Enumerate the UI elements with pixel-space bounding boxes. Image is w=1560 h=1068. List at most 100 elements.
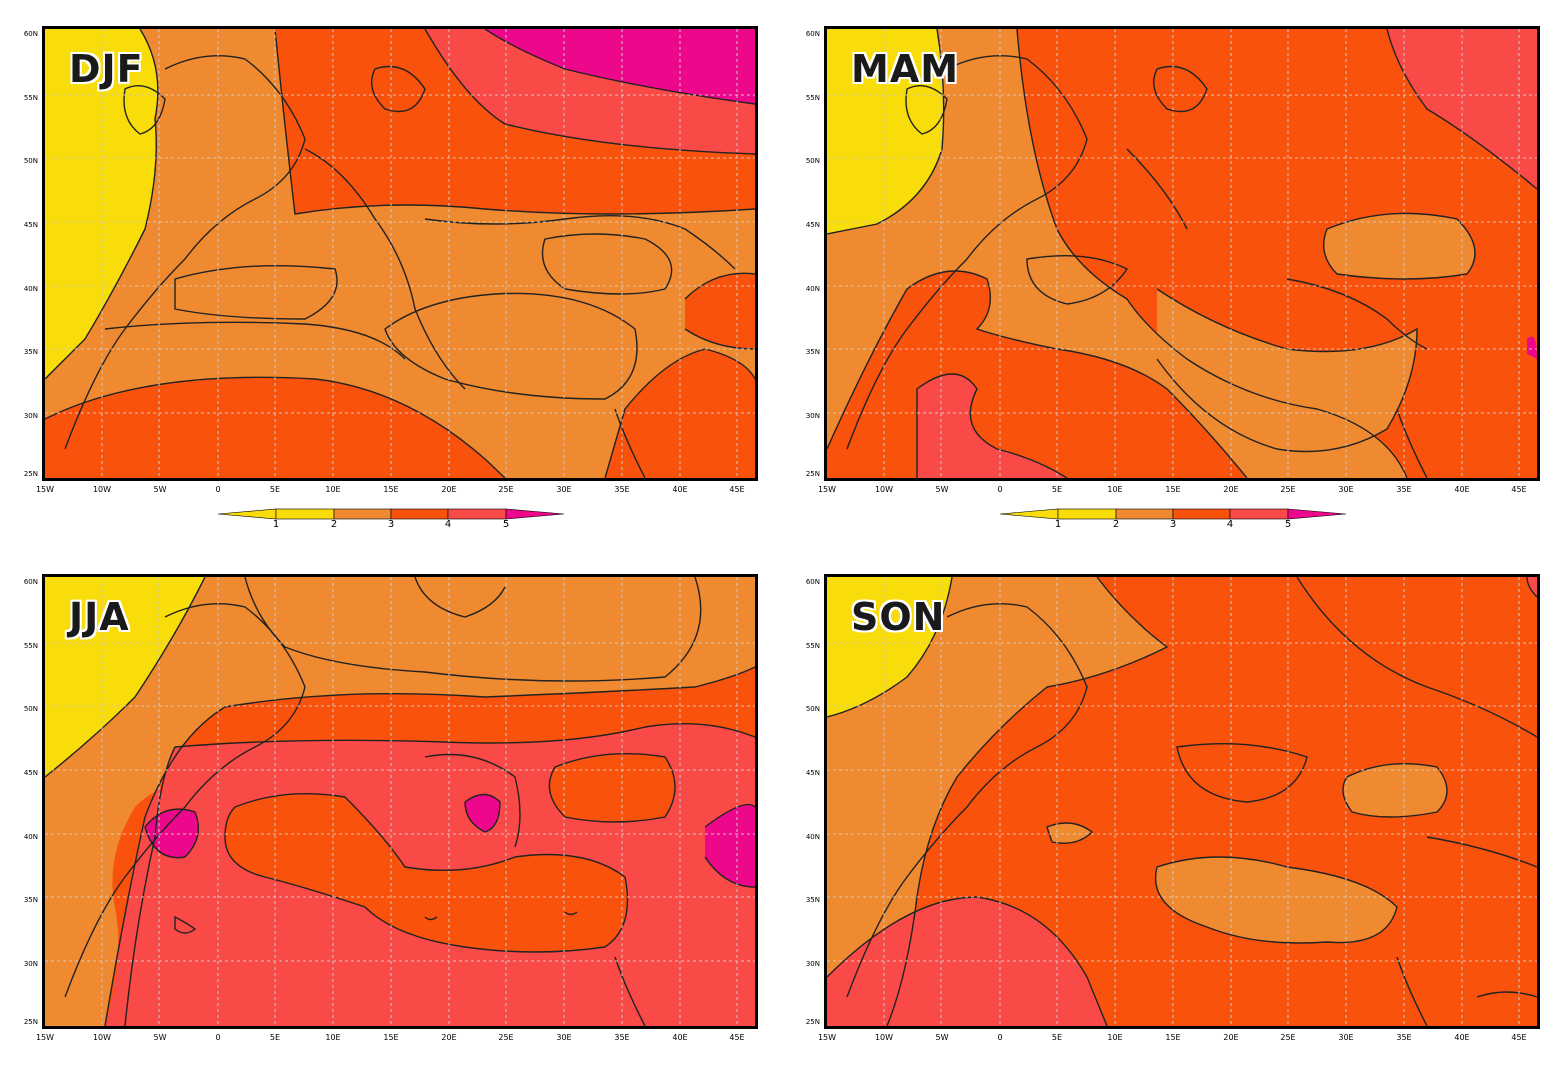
colorbar-mam-svg bbox=[999, 508, 1347, 520]
x-tick: 35E bbox=[614, 485, 630, 494]
colorbar-label: 3 bbox=[387, 519, 395, 530]
x-tick: 40E bbox=[672, 485, 688, 494]
y-tick: 60N bbox=[805, 30, 820, 38]
x-tick: 45E bbox=[1511, 1033, 1527, 1042]
colorbar-djf-svg bbox=[217, 508, 565, 520]
x-tick: 15W bbox=[35, 1033, 55, 1042]
colorbar-djf: 1 2 3 4 5 bbox=[217, 506, 565, 532]
x-tick: 30E bbox=[556, 1033, 572, 1042]
x-tick: 10E bbox=[1107, 485, 1123, 494]
x-tick: 30E bbox=[1338, 1033, 1354, 1042]
x-tick: 45E bbox=[729, 1033, 745, 1042]
y-tick: 55N bbox=[23, 642, 38, 650]
y-tick: 45N bbox=[23, 769, 38, 777]
x-tick: 10E bbox=[325, 1033, 341, 1042]
x-tick: 5W bbox=[935, 1033, 949, 1042]
x-tick: 15W bbox=[817, 485, 837, 494]
map-jja: JJA bbox=[42, 574, 758, 1029]
x-tick: 0 bbox=[215, 485, 221, 494]
x-tick: 40E bbox=[1454, 485, 1470, 494]
x-tick: 5E bbox=[1051, 485, 1063, 494]
x-tick: 25E bbox=[498, 485, 514, 494]
y-tick: 50N bbox=[805, 705, 820, 713]
y-tick: 40N bbox=[23, 285, 38, 293]
x-tick: 30E bbox=[556, 485, 572, 494]
colorbar-label: 4 bbox=[444, 519, 452, 530]
x-tick: 15W bbox=[35, 485, 55, 494]
y-tick: 45N bbox=[23, 221, 38, 229]
x-tick: 5W bbox=[153, 1033, 167, 1042]
season-label-jja: JJA bbox=[69, 595, 130, 639]
colorbar-mam: 1 2 3 4 5 bbox=[999, 506, 1347, 532]
x-tick: 40E bbox=[1454, 1033, 1470, 1042]
y-tick: 45N bbox=[805, 769, 820, 777]
y-tick: 60N bbox=[805, 578, 820, 586]
y-tick: 60N bbox=[23, 578, 38, 586]
y-tick: 30N bbox=[23, 412, 38, 420]
y-tick: 55N bbox=[23, 94, 38, 102]
y-tick: 60N bbox=[23, 30, 38, 38]
x-tick: 45E bbox=[1511, 485, 1527, 494]
map-djf: DJF bbox=[42, 26, 758, 481]
x-tick: 45E bbox=[729, 485, 745, 494]
y-tick: 30N bbox=[805, 412, 820, 420]
y-tick: 45N bbox=[805, 221, 820, 229]
x-tick: 35E bbox=[1396, 485, 1412, 494]
colorbar-label: 2 bbox=[330, 519, 338, 530]
x-tick: 10W bbox=[874, 485, 894, 494]
season-label-djf: DJF bbox=[69, 47, 144, 91]
y-tick: 25N bbox=[23, 1018, 38, 1026]
x-tick: 0 bbox=[215, 1033, 221, 1042]
season-label-son: SON bbox=[851, 595, 946, 639]
x-tick: 5W bbox=[935, 485, 949, 494]
map-son-canvas bbox=[827, 577, 1537, 1026]
map-jja-canvas bbox=[45, 577, 755, 1026]
map-mam-canvas bbox=[827, 29, 1537, 478]
x-tick: 35E bbox=[1396, 1033, 1412, 1042]
colorbar-label: 5 bbox=[502, 519, 510, 530]
colorbar-label: 1 bbox=[272, 519, 280, 530]
x-tick: 20E bbox=[441, 485, 457, 494]
y-tick: 35N bbox=[23, 348, 38, 356]
y-tick: 40N bbox=[805, 833, 820, 841]
y-tick: 25N bbox=[805, 470, 820, 478]
x-tick: 10E bbox=[1107, 1033, 1123, 1042]
y-tick: 55N bbox=[805, 94, 820, 102]
y-tick: 35N bbox=[805, 896, 820, 904]
map-son: SON bbox=[824, 574, 1540, 1029]
y-tick: 25N bbox=[805, 1018, 820, 1026]
x-tick: 25E bbox=[498, 1033, 514, 1042]
x-tick: 15E bbox=[383, 1033, 399, 1042]
x-tick: 5E bbox=[1051, 1033, 1063, 1042]
x-tick: 20E bbox=[1223, 1033, 1239, 1042]
map-djf-canvas bbox=[45, 29, 755, 478]
map-mam: MAM bbox=[824, 26, 1540, 481]
colorbar-label: 1 bbox=[1054, 519, 1062, 530]
x-tick: 10W bbox=[92, 1033, 112, 1042]
colorbar-label: 2 bbox=[1112, 519, 1120, 530]
y-tick: 50N bbox=[23, 705, 38, 713]
y-tick: 55N bbox=[805, 642, 820, 650]
x-tick: 5E bbox=[269, 1033, 281, 1042]
y-tick: 50N bbox=[805, 157, 820, 165]
colorbar-label: 3 bbox=[1169, 519, 1177, 530]
x-tick: 0 bbox=[997, 1033, 1003, 1042]
x-tick: 5W bbox=[153, 485, 167, 494]
x-tick: 15E bbox=[383, 485, 399, 494]
x-tick: 25E bbox=[1280, 485, 1296, 494]
colorbar-label: 4 bbox=[1226, 519, 1234, 530]
colorbar-label: 5 bbox=[1284, 519, 1292, 530]
x-tick: 20E bbox=[441, 1033, 457, 1042]
x-tick: 10E bbox=[325, 485, 341, 494]
y-tick: 40N bbox=[23, 833, 38, 841]
x-tick: 35E bbox=[614, 1033, 630, 1042]
y-tick: 40N bbox=[805, 285, 820, 293]
y-tick: 35N bbox=[805, 348, 820, 356]
x-tick: 5E bbox=[269, 485, 281, 494]
y-tick: 35N bbox=[23, 896, 38, 904]
season-label-mam: MAM bbox=[851, 47, 960, 91]
x-tick: 0 bbox=[997, 485, 1003, 494]
y-tick: 50N bbox=[23, 157, 38, 165]
y-tick: 25N bbox=[23, 470, 38, 478]
y-tick: 30N bbox=[805, 960, 820, 968]
